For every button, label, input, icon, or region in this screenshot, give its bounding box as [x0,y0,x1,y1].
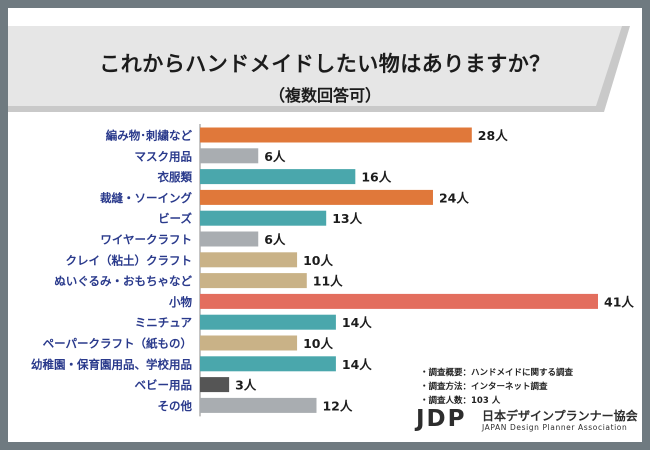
category-label: 小物 [168,295,192,309]
value-label: 6人 [264,232,286,247]
banner-fill [8,26,622,106]
category-label: 編み物･刺繍など [106,129,193,143]
bar [200,148,259,164]
value-label: 41人 [604,294,634,309]
bar [200,210,327,226]
value-label: 13人 [332,211,362,226]
category-label: ワイヤークラフト [100,233,192,247]
value-label: 12人 [322,398,352,413]
bar [200,377,230,393]
category-label: クレイ（粘土）クラフト [66,253,193,267]
category-label: ペーパークラフト（紙もの） [43,337,192,351]
bar [200,189,433,205]
survey-note: ・調査方法：インターネット調査 [420,382,548,392]
category-label: ミニチュア [135,316,193,330]
survey-notes: ・調査概要：ハンドメイドに関する調査 ・調査方法：インターネット調査 ・調査人数… [420,366,573,408]
value-label: 6人 [264,149,286,164]
category-label: 幼稚園・保育園用品、学校用品 [31,357,192,371]
value-label: 11人 [313,274,343,289]
bar [200,293,598,309]
bar [200,314,336,330]
category-label: ベビー用品 [135,378,193,392]
value-label: 24人 [439,190,469,205]
logo-mark: JDP [416,406,467,432]
bar [200,335,298,351]
chart-subtitle: （複数回答可） [268,86,381,105]
logo-name-ja: 日本デザインプランナー協会 [482,409,638,423]
bar [200,273,307,289]
title-banner: これからハンドメイドしたい物はありますか？ （複数回答可） [8,26,642,112]
bar [200,127,472,143]
value-label: 28人 [478,128,508,143]
category-label: ビーズ [158,212,192,226]
chart-card: これからハンドメイドしたい物はありますか？ （複数回答可） 編み物･刺繍など 28… [8,8,642,442]
chart-title: これからハンドメイドしたい物はありますか？ [99,52,551,76]
bar [200,252,298,268]
value-label: 10人 [303,253,333,268]
value-label: 3人 [235,378,257,393]
bar [200,356,336,372]
category-label: マスク用品 [135,149,193,163]
value-label: 14人 [342,315,372,330]
bar [200,397,317,413]
survey-note: ・調査概要：ハンドメイドに関する調査 [420,368,574,378]
survey-note: ・調査人数：103 人 [420,396,501,406]
category-label: その他 [158,399,193,413]
jdp-logo: JDP 日本デザインプランナー協会 JAPAN Design Planner A… [416,406,638,436]
value-label: 10人 [303,336,333,351]
value-label: 14人 [342,357,372,372]
category-label: ぬいぐるみ・おもちゃなど [54,274,192,288]
value-label: 16人 [361,170,391,185]
bar [200,169,356,185]
bar [200,231,259,247]
category-label: 裁縫・ソーイング [100,191,192,205]
category-label: 衣服類 [158,170,193,184]
logo-name-en: JAPAN Design Planner Association [482,423,628,432]
banner-shape [8,26,630,112]
